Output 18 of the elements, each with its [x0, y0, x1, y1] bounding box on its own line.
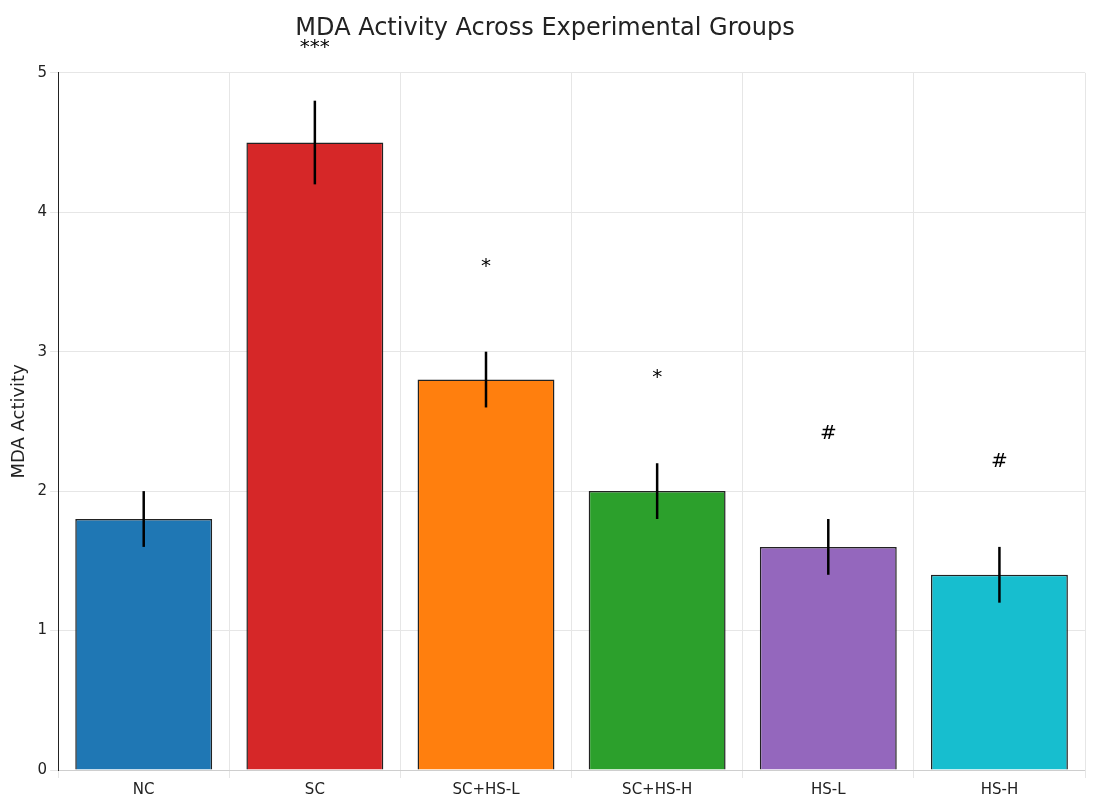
x-tick-label: SC+HS-H: [622, 779, 693, 798]
y-tick-label: 4: [37, 202, 48, 221]
annotation: #: [991, 448, 1008, 473]
y-axis-title: MDA Activity: [7, 363, 29, 479]
x-tick-label: SC: [304, 779, 325, 798]
annotation: *: [481, 252, 491, 277]
annotation: *: [652, 364, 663, 389]
y-tick-label: 0: [37, 759, 48, 778]
x-tick-label: SC+HS-L: [452, 779, 521, 798]
x-tick-label: HS-L: [811, 779, 847, 798]
text: ***: [299, 34, 330, 58]
y-tick-label: 2: [37, 481, 48, 500]
x-tick-label: HS-H: [980, 779, 1019, 798]
y-tick-label: 3: [37, 341, 48, 360]
y-tick-label: 5: [37, 62, 48, 81]
annotation: #: [819, 420, 837, 445]
y-tick-label: 1: [37, 620, 48, 639]
x-tick-label: NC: [132, 779, 155, 798]
